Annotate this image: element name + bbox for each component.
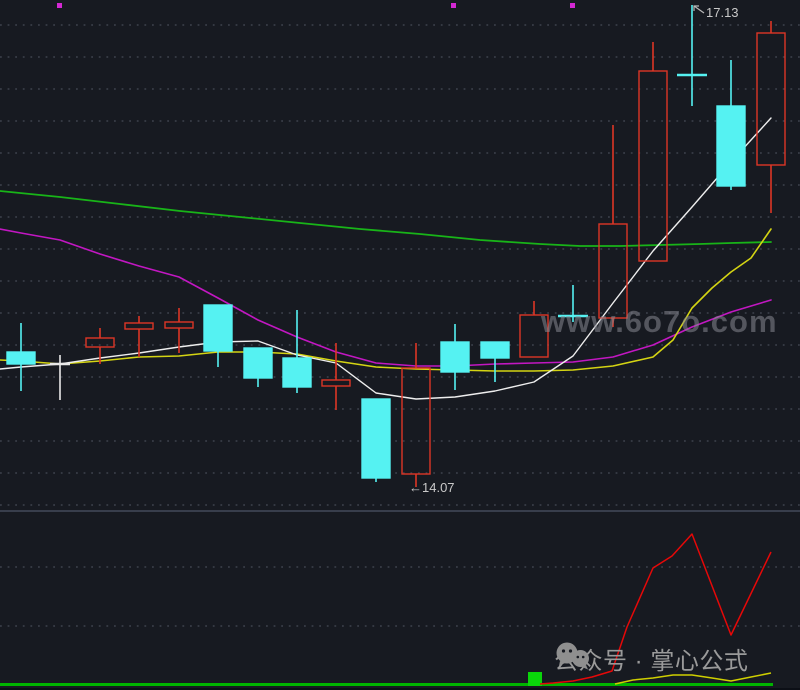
ma-magenta xyxy=(0,228,772,367)
candle-body xyxy=(480,341,510,359)
wechat-caption: 公众号 · 掌心公式 xyxy=(554,641,748,676)
low-price-label: ←14.07 xyxy=(409,480,455,495)
watermark-text: www.6o7o.com xyxy=(541,304,778,339)
candle-body xyxy=(6,351,36,365)
candle-body xyxy=(124,322,154,330)
candle-body xyxy=(598,223,628,319)
ma-green xyxy=(0,190,772,247)
indicator-bar xyxy=(528,672,542,686)
candle-body xyxy=(716,105,746,187)
candle-body xyxy=(321,379,351,387)
event-dot xyxy=(570,3,575,8)
candle-body xyxy=(243,347,273,379)
indicator-baseline xyxy=(0,683,773,686)
event-dot xyxy=(451,3,456,8)
ma-yellow xyxy=(0,228,772,372)
candle-body xyxy=(401,367,431,475)
ma-white xyxy=(0,117,772,400)
candle-body xyxy=(519,314,549,358)
candle-body xyxy=(282,357,312,388)
candle-body xyxy=(203,304,233,352)
bottom-border xyxy=(0,688,800,690)
candle-body xyxy=(638,70,668,262)
indicator-red xyxy=(539,533,772,685)
candle-body xyxy=(440,341,470,373)
high-price-label: 17.13 xyxy=(706,5,739,20)
candle-body xyxy=(85,337,115,348)
candle-body xyxy=(361,398,391,479)
high-arrow xyxy=(693,5,705,14)
wechat-icon xyxy=(556,642,589,670)
event-dot xyxy=(57,3,62,8)
candle-body xyxy=(164,321,194,329)
indicator-yellow xyxy=(614,672,772,685)
candle-body xyxy=(756,32,786,166)
